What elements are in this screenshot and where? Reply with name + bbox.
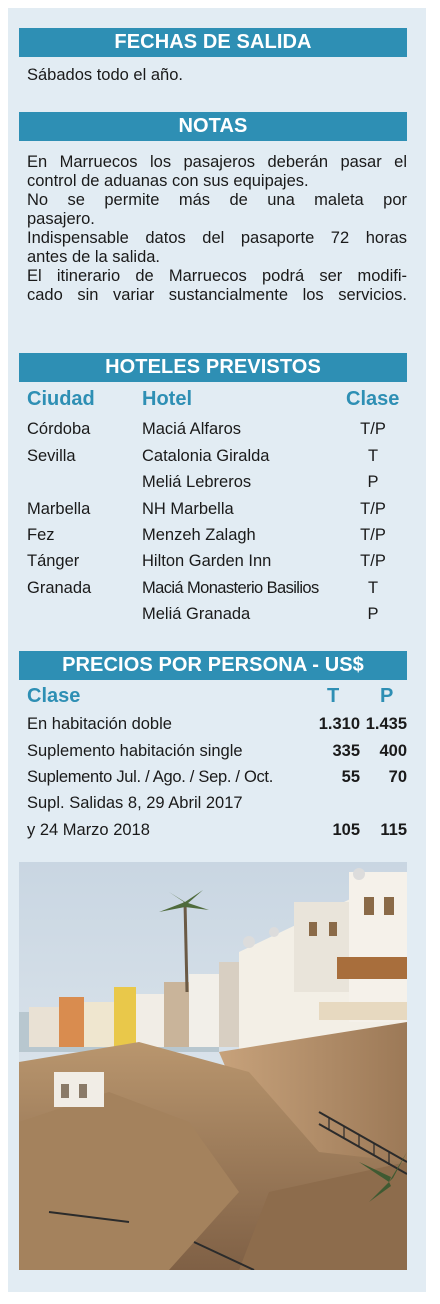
notas-line: No se permite más de una maleta por xyxy=(27,191,407,209)
notas-line: control de aduanas con sus equipajes. xyxy=(27,172,309,190)
coastal-medina-photo xyxy=(19,862,407,1270)
notas-line: El itinerario de Marruecos podrá ser mod… xyxy=(27,267,407,285)
precio-row-t: 1.310 xyxy=(318,715,360,733)
hoteles-header-clase: Clase xyxy=(346,388,400,410)
notas-title-bar: NOTAS xyxy=(19,112,407,141)
precio-row-p: 400 xyxy=(379,742,407,760)
precios-header-p: P xyxy=(380,685,394,707)
hotel-row-hotel: Menzeh Zalagh xyxy=(142,526,256,544)
precio-row-label: y 24 Marzo 2018 xyxy=(27,821,150,839)
hotel-row-clase: T/P xyxy=(360,420,386,438)
hotel-row-hotel: NH Marbella xyxy=(142,500,234,518)
precio-row-label: Suplemento habitación single xyxy=(27,742,243,760)
notas-line: antes de la salida. xyxy=(27,248,161,266)
hotel-row-ciudad: Granada xyxy=(27,579,92,597)
precios-header-clase: Clase xyxy=(27,685,81,707)
hotel-row-clase: T xyxy=(367,447,379,465)
hotel-row-clase: T/P xyxy=(360,552,386,570)
precios-title-bar: PRECIOS POR PERSONA - US$ xyxy=(19,651,407,680)
hotel-row-ciudad: Marbella xyxy=(27,500,91,518)
hotel-row-clase: P xyxy=(367,473,379,491)
precios-header-t: T xyxy=(327,685,340,707)
precio-row-t: 335 xyxy=(332,742,360,760)
hotel-row-ciudad: Tánger xyxy=(27,552,80,570)
notas-line: pasajero. xyxy=(27,210,95,228)
hoteles-header-hotel: Hotel xyxy=(142,388,192,410)
fechas-text: Sábados todo el año. xyxy=(27,66,183,84)
precio-row-label: Supl. Salidas 8, 29 Abril 2017 xyxy=(27,794,243,812)
hotel-row-hotel: Maciá Alfaros xyxy=(142,420,242,438)
hotel-row-hotel: Hilton Garden Inn xyxy=(142,552,272,570)
precio-row-p: 115 xyxy=(380,821,407,839)
notas-line: cado sin variar sustancialmente los serv… xyxy=(27,286,407,304)
precio-row-label: Suplemento Jul. / Ago. / Sep. / Oct. xyxy=(27,768,274,786)
precio-row-label: En habitación doble xyxy=(27,715,172,733)
hotel-row-hotel: Catalonia Giralda xyxy=(142,447,270,465)
hotel-row-clase: T/P xyxy=(360,526,386,544)
precio-row-t: 105 xyxy=(332,821,360,839)
hotel-row-ciudad: Córdoba xyxy=(27,420,91,438)
precio-row-t: 55 xyxy=(341,768,360,786)
notas-line: En Marruecos los pasajeros deberán pasar… xyxy=(27,153,407,171)
fechas-title-bar: FECHAS DE SALIDA xyxy=(19,28,407,57)
hotel-row-clase: T/P xyxy=(360,500,386,518)
notas-text: En Marruecos los pasajeros deberán pasar… xyxy=(27,153,407,305)
notas-line: Indispensable datos del pasaporte 72 hor… xyxy=(27,229,407,247)
hoteles-header-ciudad: Ciudad xyxy=(27,388,95,410)
hotel-row-hotel: Meliá Granada xyxy=(142,605,251,623)
precio-row-p: 1.435 xyxy=(365,715,407,733)
hotel-row-hotel: Meliá Lebreros xyxy=(142,473,252,491)
hotel-row-clase: P xyxy=(367,605,379,623)
hoteles-title-bar: HOTELES PREVISTOS xyxy=(19,353,407,382)
precio-row-p: 70 xyxy=(388,768,407,786)
hotel-row-hotel: Maciá Monasterio Basilios xyxy=(142,579,319,597)
hotel-row-ciudad: Fez xyxy=(27,526,55,544)
hotel-row-clase: T xyxy=(367,579,379,597)
hotel-row-ciudad: Sevilla xyxy=(27,447,76,465)
